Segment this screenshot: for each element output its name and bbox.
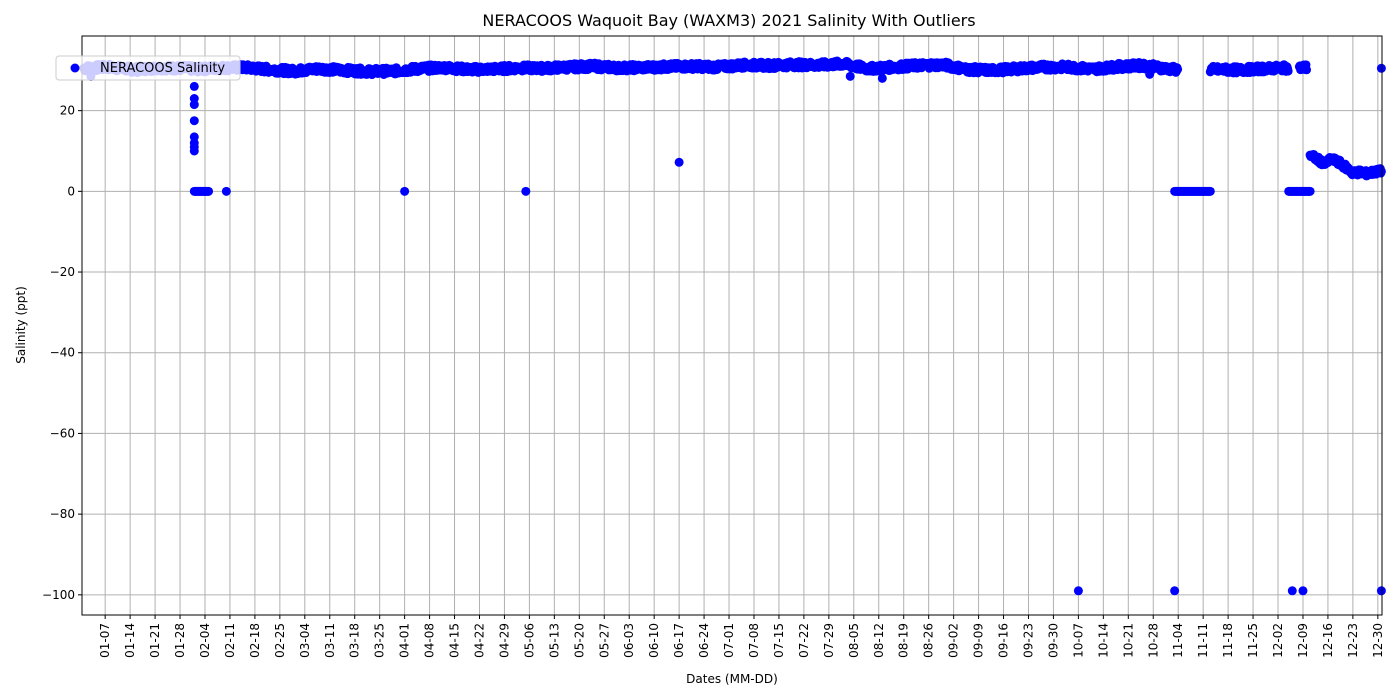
chart-title: NERACOOS Waquoit Bay (WAXM3) 2021 Salini…	[482, 11, 975, 30]
data-point	[1305, 186, 1315, 196]
y-tick-label: −40	[50, 346, 75, 360]
data-point	[189, 81, 199, 91]
x-tick-label: 12-23	[1346, 623, 1360, 658]
data-point	[1145, 69, 1155, 79]
x-tick-label: 04-15	[448, 623, 462, 658]
x-tick-label: 11-04	[1171, 623, 1185, 658]
x-tick-label: 10-14	[1096, 623, 1110, 658]
x-tick-label: 08-12	[872, 623, 886, 658]
data-point	[845, 71, 855, 81]
data-point	[1376, 586, 1386, 596]
x-tick-label: 01-07	[98, 623, 112, 658]
x-tick-label: 11-11	[1196, 623, 1210, 658]
x-tick-label: 12-09	[1296, 623, 1310, 658]
data-point	[1205, 186, 1215, 196]
x-tick-label: 04-22	[472, 623, 486, 658]
data-point	[1302, 65, 1312, 75]
data-point	[1170, 586, 1180, 596]
x-tick-label: 08-05	[847, 623, 861, 658]
data-point	[400, 186, 410, 196]
x-tick-label: 07-15	[772, 623, 786, 658]
x-tick-label: 11-25	[1246, 623, 1260, 658]
x-tick-label: 02-11	[223, 623, 237, 658]
legend: NERACOOS Salinity	[55, 55, 241, 81]
series-band-december	[1305, 149, 1386, 181]
data-point	[1287, 586, 1297, 596]
data-point	[204, 186, 214, 196]
data-point	[1173, 64, 1183, 74]
x-tick-label: 05-06	[522, 623, 536, 658]
data-point	[1376, 166, 1386, 176]
x-tick-label: 03-11	[323, 623, 337, 658]
series-outliers	[86, 63, 1386, 596]
x-tick-label: 02-25	[273, 623, 287, 658]
x-tick-label: 12-02	[1271, 623, 1285, 658]
data-point	[674, 157, 684, 167]
x-tick-label: 03-25	[373, 623, 387, 658]
y-tick-label: −20	[50, 265, 75, 279]
x-tick-label: 12-16	[1321, 623, 1335, 658]
x-tick-label: 06-10	[647, 623, 661, 658]
x-tick-label: 01-28	[173, 623, 187, 658]
x-tick-label: 01-14	[123, 623, 137, 658]
x-tick-label: 05-20	[572, 623, 586, 658]
data-point	[189, 116, 199, 126]
x-tick-label: 11-18	[1221, 623, 1235, 658]
plot-frame	[81, 35, 1383, 616]
y-tick-label: −80	[50, 507, 75, 521]
data-point	[1376, 63, 1386, 73]
x-tick-label: 07-22	[797, 623, 811, 658]
x-tick-label: 09-23	[1021, 623, 1035, 658]
x-tick-label: 09-09	[972, 623, 986, 658]
x-tick-label: 12-30	[1371, 623, 1385, 658]
data-point	[1073, 586, 1083, 596]
x-tick-label: 09-30	[1046, 623, 1060, 658]
x-tick-label: 04-08	[423, 623, 437, 658]
y-axis: 20 0 −20 −40 −60 −80 −100	[42, 104, 82, 602]
data-point	[1283, 66, 1293, 76]
x-tick-label: 06-24	[697, 623, 711, 658]
grid-lines	[82, 36, 1382, 615]
x-tick-label: 06-17	[672, 623, 686, 658]
legend-marker	[70, 63, 80, 73]
x-tick-label: 04-01	[398, 623, 412, 658]
x-tick-label: 03-04	[298, 623, 312, 658]
series-zero-runs	[189, 186, 1315, 196]
x-tick-label: 07-29	[822, 623, 836, 658]
x-tick-label: 01-21	[148, 623, 162, 658]
data-point	[877, 73, 887, 83]
data-point	[521, 186, 531, 196]
x-tick-label: 08-26	[922, 623, 936, 658]
data-point	[1298, 586, 1308, 596]
x-tick-label: 09-16	[997, 623, 1011, 658]
x-tick-label: 07-08	[747, 623, 761, 658]
x-tick-label: 03-18	[348, 623, 362, 658]
legend-label: NERACOOS Salinity	[100, 61, 225, 76]
x-tick-label: 09-02	[947, 623, 961, 658]
y-tick-label: 20	[60, 104, 75, 118]
x-axis: 01-07 01-14 01-21 01-28 02-04 02-11 02-18 02-25…	[98, 615, 1385, 658]
x-tick-label: 02-04	[198, 623, 212, 658]
y-axis-title: Salinity (ppt)	[14, 286, 28, 364]
y-tick-label: −60	[50, 426, 75, 440]
x-tick-label: 02-18	[248, 623, 262, 658]
y-tick-label: −100	[42, 588, 75, 602]
x-tick-label: 10-28	[1146, 623, 1160, 658]
y-tick-label: 0	[67, 184, 75, 198]
x-tick-label: 07-01	[722, 623, 736, 658]
x-tick-label: 10-21	[1121, 623, 1135, 658]
x-tick-label: 04-29	[497, 623, 511, 658]
data-point	[189, 146, 199, 156]
x-tick-label: 10-07	[1071, 623, 1085, 658]
legend-box	[55, 55, 241, 81]
x-tick-label: 05-27	[597, 623, 611, 658]
x-axis-title: Dates (MM-DD)	[686, 672, 778, 686]
x-tick-label: 05-13	[547, 623, 561, 658]
x-tick-label: 06-03	[622, 623, 636, 658]
x-tick-label: 08-19	[897, 623, 911, 658]
data-point	[221, 186, 231, 196]
data-point	[189, 100, 199, 110]
